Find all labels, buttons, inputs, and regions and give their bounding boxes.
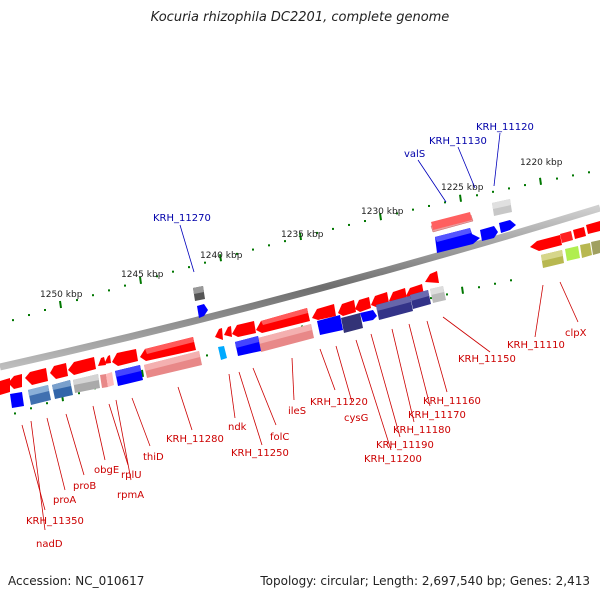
ruler-dot bbox=[476, 194, 478, 197]
gene-label-krh11190: KRH_11190 bbox=[376, 440, 434, 451]
ruler-major-tick bbox=[459, 194, 462, 202]
ruler-major-tick bbox=[461, 286, 464, 294]
ruler-dot bbox=[236, 252, 238, 255]
ruler-dot bbox=[412, 208, 414, 211]
ruler-dot bbox=[556, 177, 558, 180]
ruler-dot bbox=[12, 319, 14, 322]
gene-label-rpma: rpmA bbox=[117, 490, 144, 501]
ruler-dot bbox=[268, 244, 270, 247]
scale-label-1230: 1230 kbp bbox=[361, 207, 404, 217]
gene-label-cysg: cysG bbox=[344, 413, 368, 424]
ruler-dot bbox=[524, 184, 526, 187]
gene-label-prob: proB bbox=[73, 481, 96, 492]
gene-label-krh11170: KRH_11170 bbox=[408, 410, 466, 421]
gene-label-krh11350: KRH_11350 bbox=[26, 516, 84, 527]
upper-leaders bbox=[179, 132, 501, 273]
scale-label-1220: 1220 kbp bbox=[520, 158, 563, 168]
gene-label-krh11180: KRH_11180 bbox=[393, 425, 451, 436]
ruler-dot bbox=[44, 308, 46, 311]
gene-label-obge: obgE bbox=[94, 465, 119, 476]
lower-shade-genes bbox=[28, 286, 446, 405]
ruler-dot bbox=[46, 402, 48, 405]
ruler-dot bbox=[588, 171, 590, 174]
ruler-dot bbox=[204, 261, 206, 264]
scale-label-1250: 1250 kbp bbox=[40, 290, 83, 300]
ruler-dot bbox=[572, 174, 574, 177]
ruler-dot bbox=[494, 282, 496, 285]
ruler-major-tick bbox=[139, 276, 142, 285]
ruler-dot bbox=[478, 286, 480, 289]
ruler-dot bbox=[444, 201, 446, 204]
gene-label-krh11270: KRH_11270 bbox=[153, 213, 211, 224]
ruler-dot bbox=[172, 270, 174, 273]
ruler-dot bbox=[492, 190, 494, 193]
ruler-dot bbox=[332, 227, 334, 230]
gene-label-krh11280: KRH_11280 bbox=[166, 434, 224, 445]
gene-label-proa: proA bbox=[53, 495, 76, 506]
ruler-dot bbox=[316, 231, 318, 234]
scale-label-1225: 1225 kbp bbox=[441, 183, 484, 193]
genome-backbone bbox=[0, 204, 600, 371]
gene-label-krh11110: KRH_11110 bbox=[507, 340, 565, 351]
reverse-genes-upper bbox=[197, 220, 516, 318]
gene-label-rplu: rplU bbox=[121, 470, 142, 481]
ruler-dot bbox=[430, 297, 432, 300]
ruler-major-tick bbox=[299, 232, 302, 241]
gene-label-krh11160: KRH_11160 bbox=[423, 396, 481, 407]
ruler-dot bbox=[108, 289, 110, 292]
gene-label-nadd: nadD bbox=[36, 539, 63, 550]
lower-leaders bbox=[21, 281, 579, 531]
gene-cluster-right bbox=[530, 221, 600, 268]
ruler-dot bbox=[156, 275, 158, 278]
reverse-genes-lower bbox=[10, 310, 377, 408]
gene-label-clpx: clpX bbox=[565, 328, 587, 339]
scale-label-1240: 1240 kbp bbox=[200, 251, 243, 261]
ruler-dot bbox=[76, 299, 78, 302]
ruler-dot bbox=[446, 293, 448, 296]
gene-label-folc: folC bbox=[270, 432, 289, 443]
ruler-major-tick bbox=[539, 177, 542, 185]
ruler-dot bbox=[508, 187, 510, 190]
ruler-dot bbox=[28, 314, 30, 317]
ruler-major-tick bbox=[59, 300, 62, 309]
ruler-dot bbox=[364, 220, 366, 223]
scale-label-1235: 1235 kbp bbox=[281, 230, 324, 240]
ruler-dot bbox=[124, 284, 126, 287]
ruler-major-tick bbox=[379, 213, 382, 221]
topology-text: Topology: circular; Length: 2,697,540 bp… bbox=[260, 574, 590, 588]
forward-genes-upper bbox=[193, 199, 512, 301]
gene-label-vals: valS bbox=[404, 149, 425, 160]
forward-genes-lower bbox=[0, 271, 439, 395]
ruler-dot bbox=[428, 204, 430, 207]
ruler-dot bbox=[284, 240, 286, 243]
map-title: Kocuria rhizophila DC2201, complete geno… bbox=[150, 10, 450, 25]
gene-label-krh11250: KRH_11250 bbox=[231, 448, 289, 459]
gene-label-krh11130: KRH_11130 bbox=[429, 136, 487, 147]
ruler-major-tick bbox=[141, 369, 144, 377]
gene-label-krh11220: KRH_11220 bbox=[310, 397, 368, 408]
ruler-dot bbox=[252, 248, 254, 251]
gene-label-krh11200: KRH_11200 bbox=[364, 454, 422, 465]
gene-label-krh11120: KRH_11120 bbox=[476, 122, 534, 133]
ruler-dot bbox=[206, 354, 208, 357]
ruler-dot bbox=[348, 223, 350, 226]
ruler-dot bbox=[92, 294, 94, 297]
gene-label-krh11150: KRH_11150 bbox=[458, 354, 516, 365]
ruler-dot bbox=[78, 392, 80, 395]
ruler-dot bbox=[510, 279, 512, 282]
scale-label-1245: 1245 kbp bbox=[121, 270, 164, 280]
ruler-dot bbox=[188, 266, 190, 269]
gene-label-thid: thiD bbox=[143, 452, 164, 463]
ruler-dot bbox=[30, 407, 32, 410]
accession-text: Accession: NC_010617 bbox=[8, 574, 145, 588]
gene-label-ndk: ndk bbox=[228, 422, 247, 433]
ruler-dot bbox=[14, 412, 16, 415]
ruler-major-tick bbox=[219, 254, 222, 262]
gene-label-iles: ileS bbox=[288, 406, 306, 417]
ruler-dot bbox=[396, 212, 398, 215]
